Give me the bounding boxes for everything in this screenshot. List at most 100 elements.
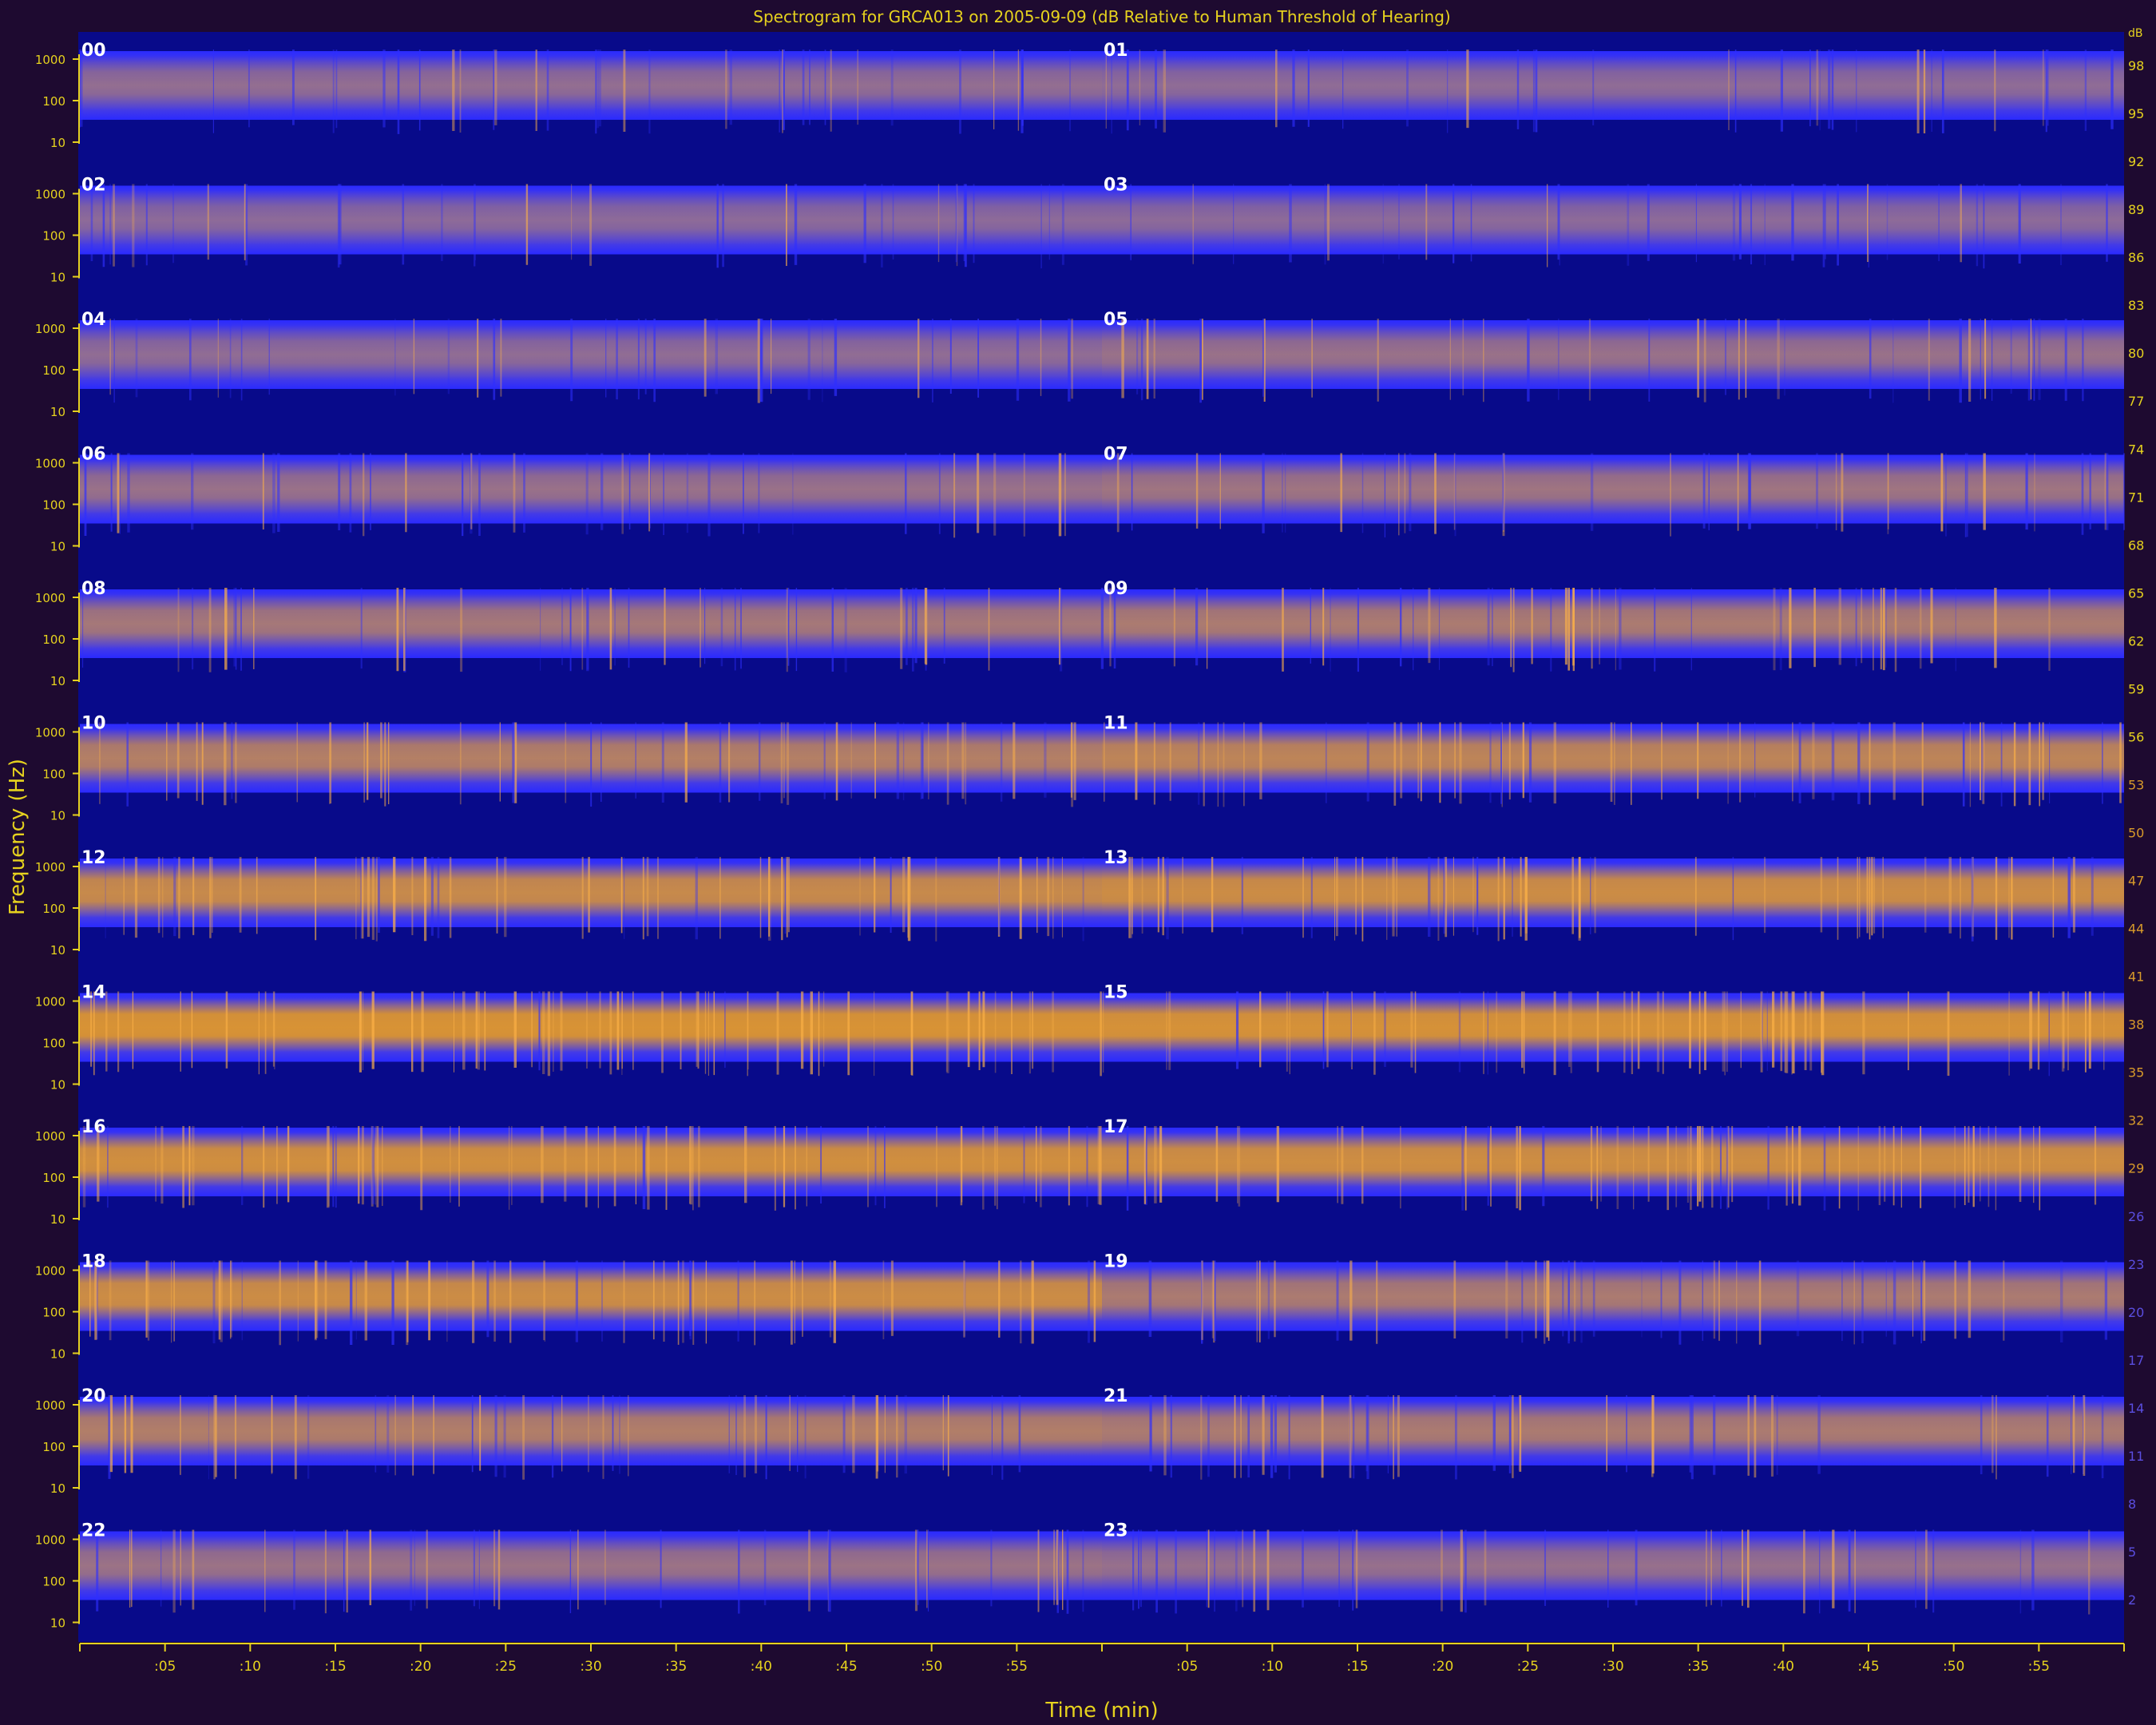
spectrogram-energy bbox=[1102, 56, 2124, 110]
colorbar-tick-label: 65 bbox=[2128, 585, 2144, 601]
y-tick-label: 100 bbox=[42, 498, 65, 513]
hour-label: 22 bbox=[81, 1521, 106, 1541]
x-tick-label: :10 bbox=[1262, 1659, 1283, 1675]
spectrogram-energy bbox=[80, 56, 1102, 110]
y-tick-label: 100 bbox=[42, 1440, 65, 1454]
hour-label: 15 bbox=[1104, 983, 1128, 1003]
y-tick-label: 1000 bbox=[35, 188, 65, 202]
x-tick-label: :30 bbox=[580, 1659, 601, 1675]
y-tick-label: 100 bbox=[42, 1306, 65, 1320]
y-tick-label: 1000 bbox=[35, 1398, 65, 1413]
x-tick-label: :40 bbox=[1773, 1659, 1794, 1675]
x-tick-label: :15 bbox=[1346, 1659, 1368, 1675]
spectrogram-energy bbox=[80, 325, 1102, 379]
x-tick-label: :40 bbox=[751, 1659, 772, 1675]
spectrogram-streaks bbox=[1104, 722, 2122, 807]
x-tick-label: :20 bbox=[1432, 1659, 1453, 1675]
hour-row: 10 11 1000 100 10 bbox=[35, 714, 2124, 823]
colorbar-tick-label: 26 bbox=[2128, 1209, 2144, 1224]
x-tick-label: :30 bbox=[1602, 1659, 1623, 1675]
hour-row: 14 15 1000 100 10 bbox=[35, 983, 2124, 1092]
colorbar-tick-label: 11 bbox=[2128, 1449, 2144, 1464]
hour-label: 20 bbox=[81, 1386, 106, 1406]
y-tick-label: 100 bbox=[42, 767, 65, 782]
colorbar-tick-label: 38 bbox=[2128, 1017, 2144, 1033]
y-axis: 1000 100 10 bbox=[35, 1129, 80, 1227]
y-tick-label: 1000 bbox=[35, 322, 65, 336]
spectrogram-streaks bbox=[1148, 1260, 2108, 1345]
spectrogram-streaks bbox=[84, 453, 1066, 538]
x-tick-label: :05 bbox=[154, 1659, 176, 1675]
hour-label: 06 bbox=[81, 445, 106, 465]
colorbar-tick-label: 83 bbox=[2128, 298, 2144, 313]
spectrogram-streaks bbox=[1130, 184, 2108, 269]
y-tick-label: 10 bbox=[50, 809, 65, 823]
colorbar-tick-label: 35 bbox=[2128, 1065, 2144, 1081]
spectrogram-streaks bbox=[82, 1126, 1102, 1211]
spectrogram-energy bbox=[80, 1536, 1102, 1591]
y-tick-label: 1000 bbox=[35, 726, 65, 740]
hour-row: 06 07 1000 100 10 bbox=[35, 445, 2126, 554]
colorbar-tick-label: 62 bbox=[2128, 633, 2144, 648]
spectrogram-energy bbox=[1102, 1536, 2124, 1591]
hour-label: 02 bbox=[81, 176, 106, 196]
y-tick-label: 10 bbox=[50, 405, 65, 419]
y-tick-label: 1000 bbox=[35, 860, 65, 874]
colorbar-tick-label: 8 bbox=[2128, 1497, 2136, 1512]
x-axis: :05:10:15:20:25:30:35:40:45:50:55:05:10:… bbox=[79, 1643, 2125, 1675]
spectrogram-streaks bbox=[1116, 453, 2126, 537]
spectrogram-energy bbox=[1102, 1267, 2124, 1322]
colorbar-tick-label: 71 bbox=[2128, 490, 2144, 505]
y-tick-label: 100 bbox=[42, 229, 65, 244]
hour-label: 12 bbox=[81, 848, 106, 868]
y-axis: 1000 100 10 bbox=[35, 457, 80, 554]
y-tick-label: 1000 bbox=[35, 1264, 65, 1279]
colorbar-tick-label: 95 bbox=[2128, 106, 2144, 121]
y-tick-label: 100 bbox=[42, 94, 65, 109]
y-axis: 1000 100 10 bbox=[35, 726, 80, 823]
spectrogram-energy bbox=[80, 190, 1102, 245]
spectrogram-streaks bbox=[90, 184, 1064, 268]
hour-label: 21 bbox=[1104, 1386, 1128, 1406]
colorbar-tick-label: 53 bbox=[2128, 777, 2144, 792]
hour-label: 14 bbox=[81, 983, 106, 1003]
y-axis: 1000 100 10 bbox=[35, 53, 80, 150]
spectrogram-streaks bbox=[96, 1529, 1084, 1614]
hour-label: 10 bbox=[81, 714, 106, 734]
hour-label: 05 bbox=[1104, 310, 1128, 330]
colorbar-tick-label: 86 bbox=[2128, 250, 2144, 265]
y-tick-label: 1000 bbox=[35, 995, 65, 1009]
colorbar-tick-label: 92 bbox=[2128, 154, 2144, 169]
colorbar-axis: 98 95 92 89 86 83 80 77 74 71 68 65 62 59 56 53 50 47 44 41… bbox=[2128, 27, 2144, 1608]
y-axis-label: Frequency (Hz) bbox=[6, 759, 30, 915]
hour-label: 23 bbox=[1104, 1521, 1128, 1541]
spectrogram-energy bbox=[80, 863, 1102, 918]
colorbar-tick-label: 32 bbox=[2128, 1113, 2144, 1128]
y-axis: 1000 100 10 bbox=[35, 860, 80, 958]
spectrogram-streaks bbox=[81, 588, 1063, 672]
colorbar-tick-label: 68 bbox=[2128, 537, 2144, 553]
hour-label: 19 bbox=[1104, 1252, 1128, 1272]
colorbar-tick-label: 20 bbox=[2128, 1305, 2144, 1320]
spectrogram-energy bbox=[1102, 997, 2124, 1053]
y-axis: 1000 100 10 bbox=[35, 995, 80, 1092]
hour-label: 18 bbox=[81, 1252, 106, 1272]
colorbar-tick-label: 5 bbox=[2128, 1545, 2136, 1560]
colorbar-tick-label: 77 bbox=[2128, 394, 2144, 409]
y-tick-label: 10 bbox=[50, 674, 65, 688]
hour-label: 00 bbox=[81, 41, 106, 61]
x-tick-label: :35 bbox=[665, 1659, 687, 1675]
y-axis: 1000 100 10 bbox=[35, 322, 80, 419]
colorbar-tick-label: 74 bbox=[2128, 442, 2144, 457]
spectrogram-streaks bbox=[1121, 319, 2084, 403]
spectrogram-streaks bbox=[1128, 857, 2094, 942]
spectrogram-energy bbox=[80, 1402, 1102, 1456]
hour-label: 11 bbox=[1104, 714, 1128, 734]
plot-area bbox=[78, 32, 2124, 1642]
spectrogram-streaks bbox=[1132, 1529, 2091, 1615]
colorbar-tick-label: 41 bbox=[2128, 970, 2144, 985]
colorbar-tick-label: 47 bbox=[2128, 874, 2144, 889]
y-tick-label: 100 bbox=[42, 1037, 65, 1051]
y-tick-label: 100 bbox=[42, 632, 65, 647]
hour-label: 13 bbox=[1104, 848, 1128, 868]
